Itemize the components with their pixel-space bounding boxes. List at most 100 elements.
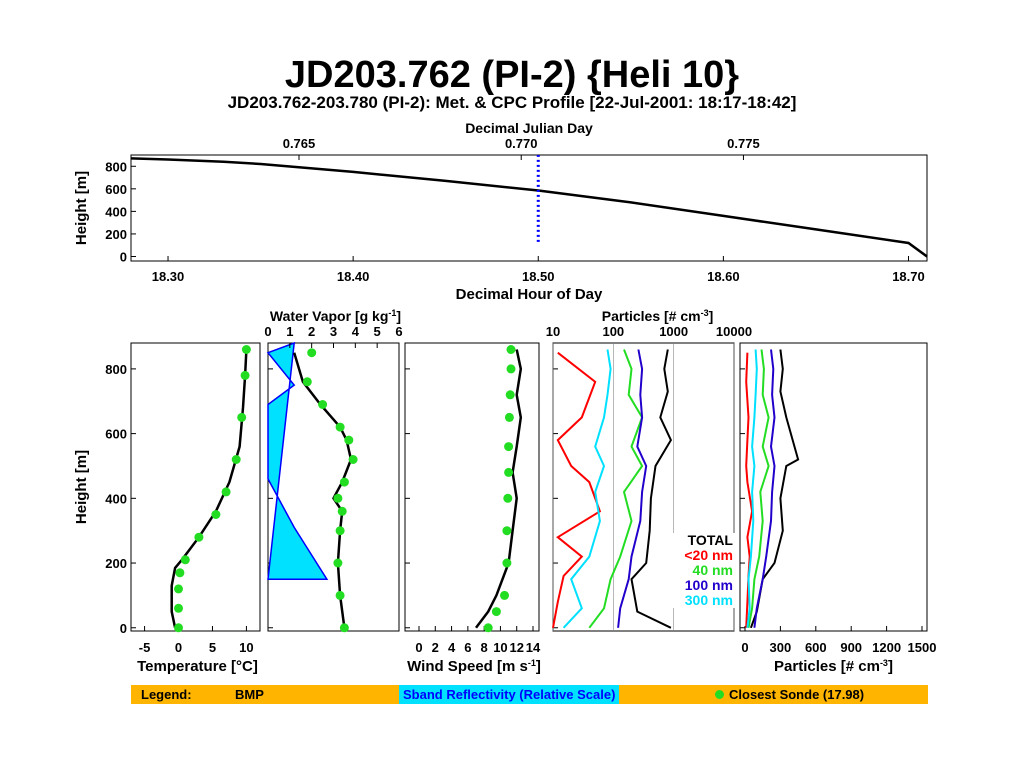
- particles-log-total-line: [630, 349, 673, 629]
- water-vapor-sonde-point: [302, 377, 312, 387]
- temperature-bmp-line: [170, 349, 248, 629]
- x-tick-label: 4: [448, 640, 456, 655]
- water-vapor-sonde-point: [335, 422, 345, 432]
- x-tick-label: -5: [139, 640, 151, 655]
- x-tick-label: 18.30: [152, 269, 185, 284]
- x-axis-label: Particles [# cm-3]: [774, 658, 893, 675]
- particles-legend-total: TOTAL: [688, 532, 734, 548]
- top-tick-label: 0.775: [727, 136, 760, 151]
- temperature-sonde-point: [174, 603, 183, 613]
- y-tick-label: 800: [105, 362, 127, 377]
- top-tick-label: 1000: [659, 324, 688, 339]
- height-time-line: [130, 157, 928, 258]
- wind-speed-sonde-point: [491, 607, 501, 617]
- x-tick-label: 8: [481, 640, 488, 655]
- water-vapor-sonde-point: [344, 435, 354, 445]
- water-vapor-sonde-point: [307, 348, 317, 358]
- x-tick-label: 0: [741, 640, 748, 655]
- top-tick-label: 6: [395, 324, 402, 339]
- x-tick-label: 18.50: [522, 269, 555, 284]
- wind-speed-sonde-point: [483, 623, 493, 633]
- legend-reflectivity: Sband Reflectivity (Relative Scale): [399, 685, 620, 704]
- wind-speed-sonde-point: [504, 442, 514, 452]
- wind-speed-sonde-point: [506, 364, 516, 374]
- temperature-sonde-point: [174, 623, 183, 633]
- x-tick-label: 0: [175, 640, 182, 655]
- top-tick-label: 0.770: [505, 136, 538, 151]
- temperature-sonde-point: [194, 532, 204, 542]
- top-axis-label: Water Vapor [g kg-1]: [270, 308, 401, 324]
- x-axis-label: Wind Speed [m s-1]: [407, 658, 541, 675]
- temperature-sonde-point: [180, 555, 190, 565]
- top-tick-label: 0: [264, 324, 271, 339]
- wind-speed-sonde-point: [504, 412, 514, 422]
- particles-log-100nm-line: [617, 349, 648, 628]
- x-axis-label: Decimal Hour of Day: [456, 286, 603, 303]
- water-vapor-sonde-point: [333, 493, 343, 503]
- top-tick-label: 100: [602, 324, 624, 339]
- y-tick-label: 400: [105, 491, 127, 506]
- water-vapor-sonde-point: [335, 590, 345, 600]
- x-tick-label: 300: [770, 640, 792, 655]
- top-tick-label: 5: [374, 324, 381, 339]
- y-axis-label: Height [m]: [73, 171, 90, 245]
- top-tick-label: 0.765: [283, 136, 316, 151]
- x-tick-label: 900: [840, 640, 862, 655]
- x-tick-label: 2: [432, 640, 439, 655]
- water-vapor-sonde-point: [339, 477, 349, 487]
- wind-speed-sonde-point: [500, 590, 509, 600]
- y-tick-label: 600: [105, 427, 127, 442]
- y-tick-label: 200: [105, 227, 127, 242]
- x-tick-label: 14: [526, 640, 541, 655]
- top-axis-label: Particles [# cm-3]: [602, 308, 714, 324]
- water-vapor-frame: [267, 342, 400, 632]
- top-tick-label: 4: [352, 324, 360, 339]
- x-tick-label: 1200: [872, 640, 901, 655]
- particles-legend-40nm: 40 nm: [693, 562, 733, 578]
- y-tick-label: 400: [105, 204, 127, 219]
- water-vapor-sonde-point: [339, 623, 349, 633]
- x-tick-label: 6: [464, 640, 471, 655]
- figure-subtitle: JD203.762-203.780 (PI-2): Met. & CPC Pro…: [228, 93, 797, 112]
- water-vapor-sonde-point: [318, 400, 328, 409]
- particles-log-lt20nm-line: [552, 351, 602, 628]
- y-tick-label: 0: [120, 249, 127, 264]
- temperature-sonde-point: [221, 487, 231, 497]
- particles-linear-frame: [739, 342, 928, 632]
- top-tick-label: 3: [330, 324, 337, 339]
- x-tick-label: 18.60: [707, 269, 740, 284]
- top-tick-label: 10: [546, 324, 560, 339]
- particles-legend-300nm: 300 nm: [685, 592, 733, 608]
- top-tick-label: 1: [286, 324, 293, 339]
- legend-sonde: Closest Sonde (17.98): [729, 687, 865, 702]
- top-tick-label: 2: [308, 324, 315, 339]
- y-tick-label: 0: [120, 621, 127, 636]
- reflectivity-area: [266, 341, 329, 580]
- particles-log-40nm-line: [588, 349, 644, 629]
- temperature-sonde-point: [174, 584, 183, 594]
- particles-linear-100nm-line: [753, 349, 776, 628]
- water-vapor-sonde-point: [333, 558, 343, 568]
- temperature-sonde-point: [175, 568, 185, 578]
- wind-speed-bmp-line: [475, 349, 523, 629]
- x-tick-label: 18.40: [337, 269, 370, 284]
- x-tick-label: 600: [805, 640, 827, 655]
- legend-bar: Legend: BMP Sband Reflectivity (Relative…: [131, 685, 928, 704]
- page-title: JD203.762 (PI-2) {Heli 10}: [284, 54, 740, 96]
- water-vapor-sonde-point: [348, 455, 358, 464]
- y-tick-label: 200: [105, 556, 127, 571]
- y-axis-label: Height [m]: [73, 450, 90, 524]
- water-vapor-sonde-point: [335, 526, 345, 536]
- particles-legend-100nm: 100 nm: [685, 577, 733, 593]
- particles-legend-bg: [673, 533, 735, 548]
- top-tick-label: 10000: [716, 324, 752, 339]
- wind-speed-sonde-point: [506, 345, 516, 354]
- top-axis-label: Decimal Julian Day: [465, 120, 593, 136]
- height-time-frame: [130, 154, 928, 262]
- water-vapor-bmp-line: [293, 352, 353, 628]
- wind-speed-sonde-point: [505, 390, 515, 400]
- particles-legend-lt20nm: <20 nm: [684, 547, 733, 563]
- temperature-sonde-point: [237, 412, 247, 422]
- plot-area: 18.30 18.40 18.50 18.60 18.7002004006008000.…: [73, 120, 936, 675]
